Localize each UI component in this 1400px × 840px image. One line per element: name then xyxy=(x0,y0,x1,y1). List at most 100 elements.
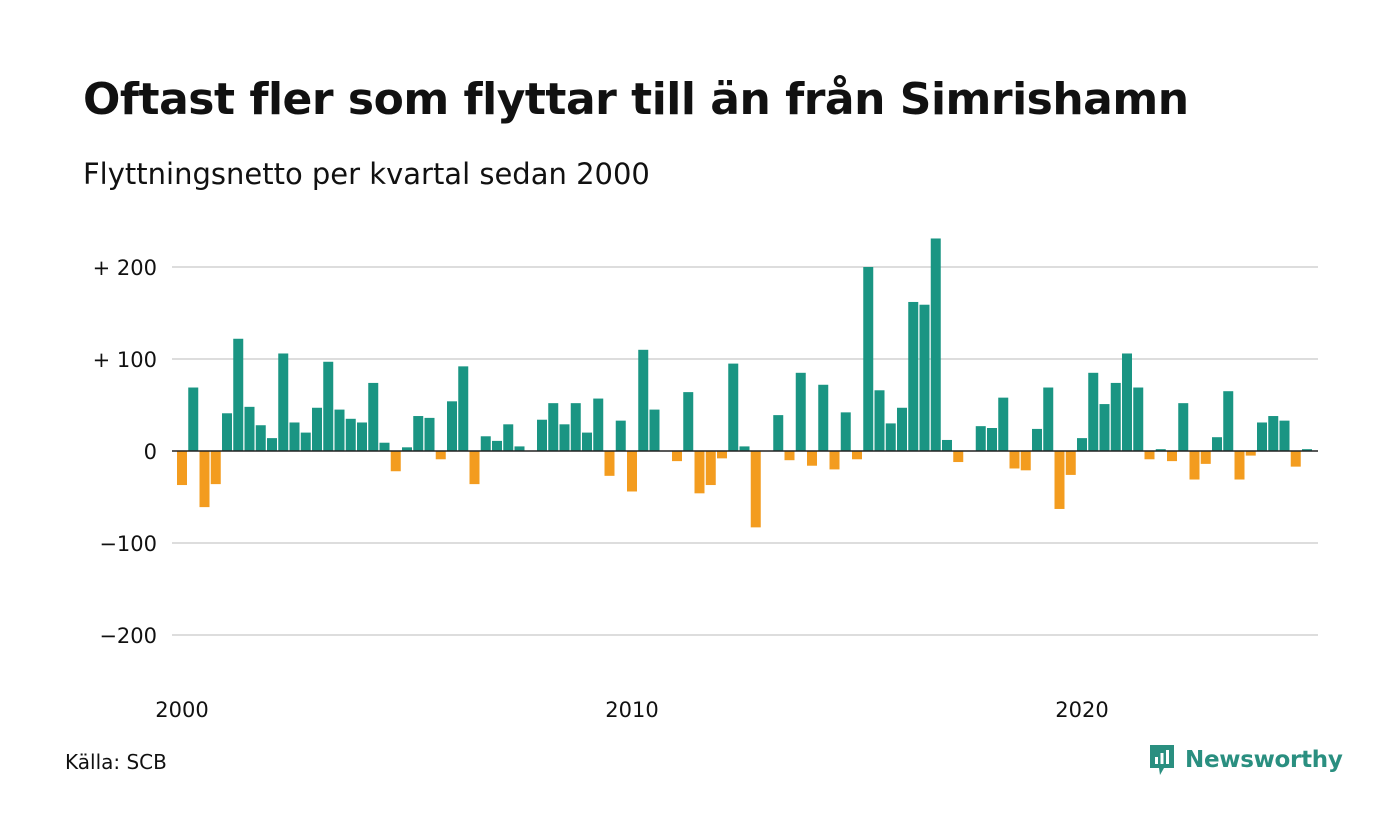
bar xyxy=(1279,420,1290,451)
bar xyxy=(199,451,210,508)
bar xyxy=(773,415,784,451)
bar xyxy=(919,304,930,451)
bar xyxy=(390,451,401,472)
bar xyxy=(739,446,750,451)
bar xyxy=(503,424,514,451)
bar xyxy=(435,451,446,460)
bar xyxy=(1009,451,1020,469)
bar xyxy=(177,451,187,486)
bar xyxy=(1212,437,1222,451)
bar xyxy=(233,338,244,451)
brand-logo: Newsworthy xyxy=(1147,742,1343,778)
bar xyxy=(672,451,682,462)
y-tick-label: −200 xyxy=(99,624,157,648)
bar xyxy=(975,426,986,451)
bar xyxy=(1189,451,1200,480)
bar xyxy=(784,451,795,461)
chart-subtitle: Flyttningsnetto per kvartal sedan 2000 xyxy=(83,157,650,191)
bar xyxy=(244,406,255,451)
bar xyxy=(1223,391,1234,451)
bar xyxy=(548,403,559,451)
brand-name: Newsworthy xyxy=(1185,747,1343,773)
chart-title: Oftast fler som flyttar till än från Sim… xyxy=(83,74,1189,125)
bar xyxy=(615,420,626,451)
y-tick-label: 0 xyxy=(144,440,157,464)
bar xyxy=(953,451,964,463)
bar xyxy=(852,451,862,460)
bar xyxy=(1099,404,1110,451)
bar xyxy=(1200,451,1211,464)
bar xyxy=(705,451,716,486)
bar xyxy=(312,407,322,451)
bar xyxy=(570,403,581,451)
bar xyxy=(897,407,907,451)
bar xyxy=(717,451,727,459)
bar xyxy=(1234,451,1245,480)
bar xyxy=(1155,449,1166,451)
bar xyxy=(413,416,424,451)
bar xyxy=(649,409,660,451)
source-note: Källa: SCB xyxy=(65,750,167,774)
bar xyxy=(694,451,705,494)
bar xyxy=(998,397,1009,451)
bar xyxy=(604,451,615,476)
bar xyxy=(1268,416,1279,451)
bar xyxy=(593,398,604,451)
bar xyxy=(222,413,232,451)
bar xyxy=(1290,451,1301,467)
bar xyxy=(683,392,694,451)
bar xyxy=(447,401,457,451)
bar xyxy=(1257,422,1267,451)
bar xyxy=(1077,438,1087,451)
bar xyxy=(368,382,379,451)
bar xyxy=(255,425,266,451)
bar xyxy=(1302,449,1312,451)
bar xyxy=(289,422,300,451)
bar xyxy=(1043,387,1054,451)
bar xyxy=(582,432,592,451)
bar xyxy=(840,412,851,451)
bar xyxy=(345,418,356,451)
bar xyxy=(469,451,480,485)
bar xyxy=(514,446,525,451)
bar xyxy=(885,423,896,451)
bar xyxy=(300,432,311,451)
bar xyxy=(908,301,919,451)
y-tick-label: −100 xyxy=(99,532,157,556)
bar xyxy=(424,417,435,451)
x-tick-label: 2010 xyxy=(605,698,658,722)
x-tick-label: 2020 xyxy=(1055,698,1108,722)
bar xyxy=(1245,451,1256,456)
bar xyxy=(807,451,817,466)
bar xyxy=(492,440,502,451)
bar xyxy=(942,439,952,451)
bar xyxy=(728,363,739,451)
bar xyxy=(559,424,570,451)
bar xyxy=(987,428,997,451)
bar xyxy=(537,419,547,451)
bar xyxy=(795,372,806,451)
y-tick-label: + 200 xyxy=(93,256,157,280)
bar xyxy=(1167,451,1177,462)
y-tick-label: + 100 xyxy=(93,348,157,372)
bar xyxy=(188,387,199,451)
bar xyxy=(1110,382,1121,451)
bar xyxy=(278,353,289,451)
bar xyxy=(1088,372,1099,451)
bar xyxy=(334,409,345,451)
bar xyxy=(267,438,277,451)
bar xyxy=(930,238,941,451)
bar xyxy=(357,422,367,451)
bar xyxy=(1122,353,1132,451)
bar xyxy=(379,442,390,451)
bar xyxy=(1020,451,1031,471)
bar xyxy=(818,384,829,451)
bar xyxy=(874,390,885,451)
bar xyxy=(863,267,874,451)
bar xyxy=(1065,451,1076,475)
bar xyxy=(829,451,840,470)
bar xyxy=(480,436,491,451)
bar xyxy=(1133,387,1144,451)
bar xyxy=(638,349,649,451)
